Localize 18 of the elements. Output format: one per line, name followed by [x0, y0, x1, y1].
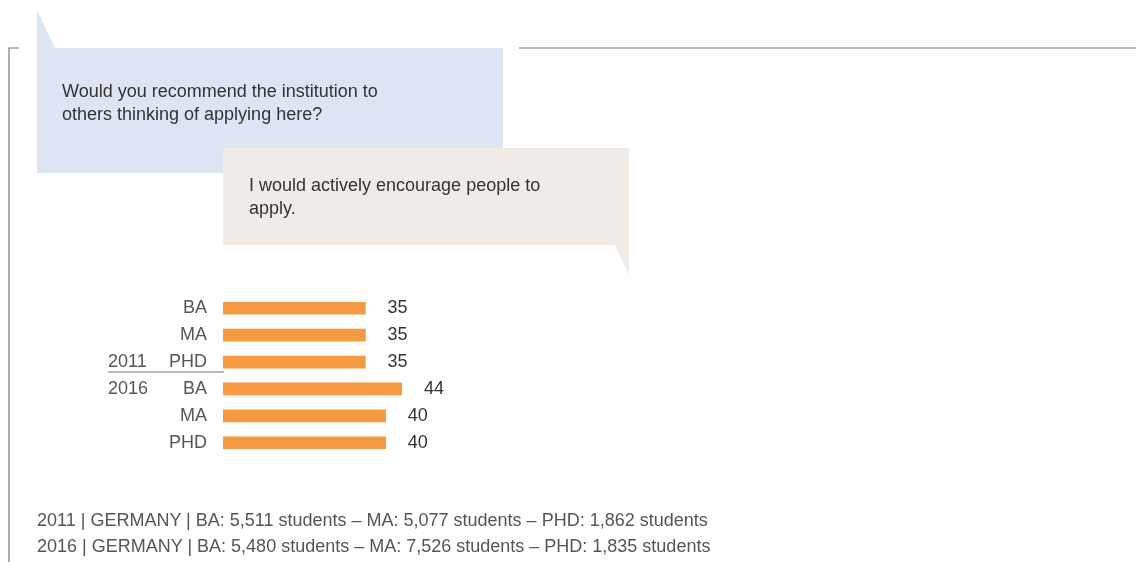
- text: 2011: [108, 351, 147, 372]
- y-tick-label: BA: [182, 377, 207, 398]
- data-label: 35: [387, 351, 408, 372]
- data-label: 35: [387, 324, 408, 345]
- data-label: 40: [407, 404, 428, 425]
- data-label: 40: [407, 431, 428, 452]
- text: 2016: [108, 377, 149, 398]
- y-tick-label: PHD: [168, 431, 207, 452]
- y-tick-label: MA: [180, 324, 207, 345]
- data-label: 35: [387, 297, 408, 318]
- data-label: 44: [424, 377, 445, 398]
- text: 2011 | GERMANY | BA: 5,511 students – MA: 5,077 students – PHD: 1,862 students: [37, 510, 708, 531]
- y-tick-label: MA: [180, 404, 207, 425]
- y-tick-label: BA: [182, 297, 207, 318]
- text: 2016 | GERMANY | BA: 5,480 students – MA: 7,526 students – PHD: 1,835 students: [37, 536, 711, 557]
- chart-subtitle: I would actively encourage people to apply.: [249, 174, 542, 220]
- y-tick-label: PHD: [168, 351, 207, 372]
- chart-title: Would you recommend the institution to others thinking of applying here?: [62, 80, 379, 126]
